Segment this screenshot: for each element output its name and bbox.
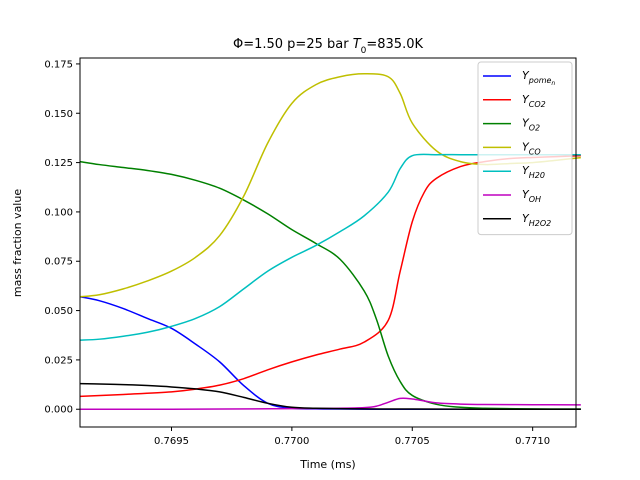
series-line-y-h20	[79, 153, 581, 341]
x-tick-label: 0.7695	[154, 436, 189, 447]
y-tick-label: 0.050	[44, 306, 73, 317]
x-axis-label: Time (ms)	[299, 458, 355, 471]
series-line-y-h2o2	[79, 382, 581, 411]
title-subscript: 0	[361, 46, 367, 56]
y-tick-label: 0.100	[44, 207, 73, 218]
legend-label: YH2O2	[522, 212, 551, 228]
y-tick-label: 0.175	[44, 59, 73, 70]
plot-lines	[79, 73, 581, 411]
legend-label: YCO	[522, 140, 541, 156]
legend-label: YH20	[522, 164, 545, 180]
legend: Ypomen YCO2 YO2 YCO YH20 YOH YH2O2	[477, 61, 573, 236]
y-axis-label: mass fraction value	[11, 189, 24, 297]
x-tick-label: 0.7710	[515, 436, 550, 447]
y-tick-label: 0.125	[44, 158, 73, 169]
plot-frame	[79, 57, 577, 428]
legend-box	[477, 61, 573, 236]
y-axis: 0.000 0.025 0.050 0.075 0.100 0.125 0.150 0.175	[44, 59, 80, 416]
title-variable: T	[353, 37, 362, 52]
x-tick-label: 0.7700	[274, 436, 309, 447]
series-line-y-oh	[79, 397, 581, 411]
y-tick-label: 0.150	[44, 109, 73, 120]
y-tick-label: 0.075	[44, 257, 73, 268]
legend-label: Ypomen	[522, 69, 555, 87]
y-tick-label: 0.025	[44, 355, 73, 366]
legend-label: YCO2	[522, 93, 546, 109]
legend-label: YOH	[522, 188, 541, 204]
legend-label: YO2	[522, 117, 540, 133]
chart-title: Φ=1.50 p=25 bar T0=835.0K	[233, 37, 424, 56]
y-tick-label: 0.000	[44, 405, 73, 416]
x-axis: 0.7695 0.7700 0.7705 0.7710	[154, 427, 550, 447]
series-line-y-o2	[79, 160, 581, 410]
x-tick-label: 0.7705	[395, 436, 430, 447]
title-suffix: =835.0K	[366, 37, 423, 52]
